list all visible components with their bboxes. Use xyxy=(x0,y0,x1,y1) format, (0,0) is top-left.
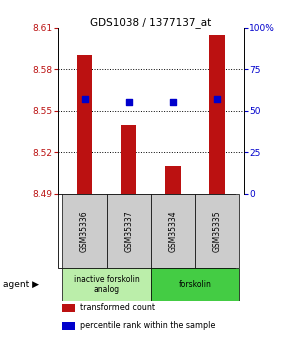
FancyBboxPatch shape xyxy=(107,194,151,268)
Text: agent ▶: agent ▶ xyxy=(3,280,39,289)
Text: GSM35334: GSM35334 xyxy=(168,210,177,252)
Bar xyxy=(209,34,225,194)
Text: inactive forskolin
analog: inactive forskolin analog xyxy=(74,275,139,294)
Bar xyxy=(165,166,181,194)
Bar xyxy=(62,322,75,330)
FancyBboxPatch shape xyxy=(62,268,151,301)
FancyBboxPatch shape xyxy=(62,194,107,268)
Title: GDS1038 / 1377137_at: GDS1038 / 1377137_at xyxy=(90,17,211,28)
Point xyxy=(82,96,87,102)
Bar xyxy=(121,125,136,194)
Text: transformed count: transformed count xyxy=(80,303,155,312)
Bar xyxy=(77,55,92,194)
Point xyxy=(171,100,175,105)
Text: GSM35337: GSM35337 xyxy=(124,210,133,252)
FancyBboxPatch shape xyxy=(151,194,195,268)
FancyBboxPatch shape xyxy=(195,194,239,268)
FancyBboxPatch shape xyxy=(151,268,239,301)
Text: GSM35336: GSM35336 xyxy=(80,210,89,252)
Bar xyxy=(62,304,75,312)
Text: percentile rank within the sample: percentile rank within the sample xyxy=(80,321,216,330)
Point xyxy=(215,96,220,102)
Text: GSM35335: GSM35335 xyxy=(213,210,222,252)
Point xyxy=(126,100,131,105)
Text: forskolin: forskolin xyxy=(179,280,211,289)
